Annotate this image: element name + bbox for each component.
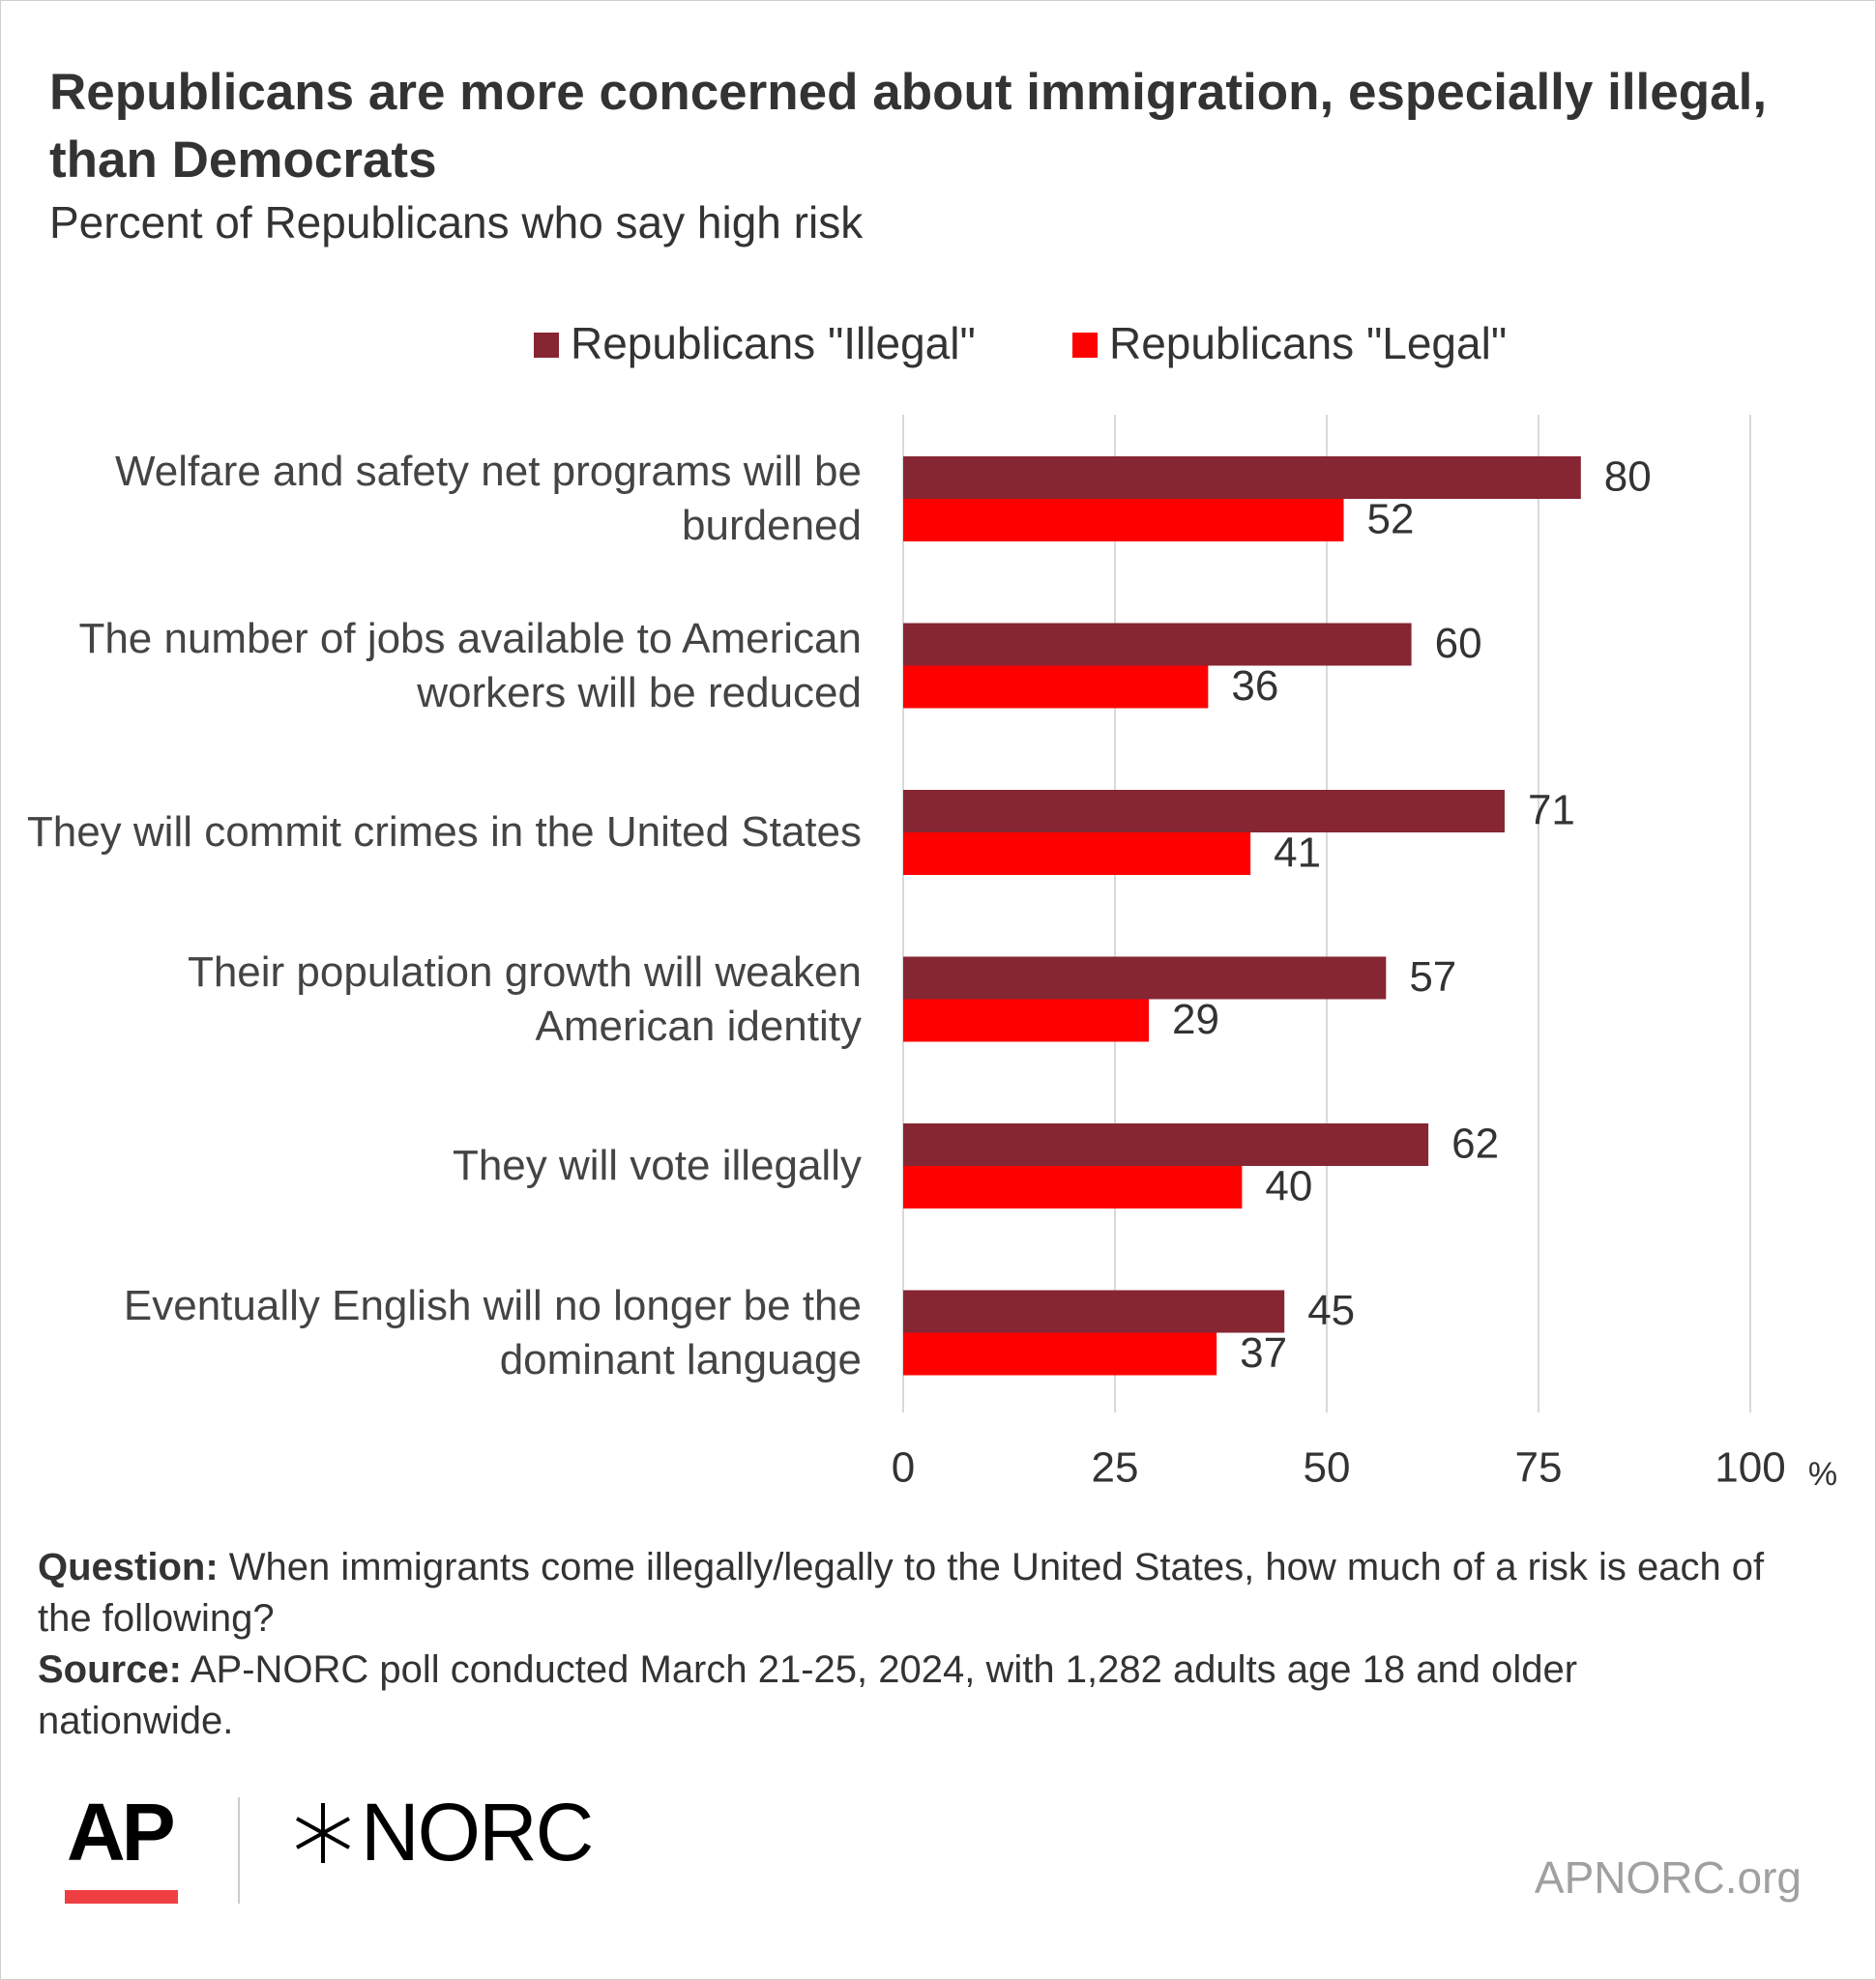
bar [903,1123,1429,1166]
value-label: 29 [1172,996,1219,1043]
legend-swatch [1072,333,1098,358]
bar [903,956,1387,1000]
bar [903,499,1344,541]
category-label: Their population growth will weaken Amer… [187,947,862,1050]
website: APNORC.org [1534,1852,1802,1903]
chart-subtitle: Percent of Republicans who say high risk [49,197,864,248]
category-label: The number of jobs available to American… [78,614,862,716]
value-label: 41 [1274,830,1321,877]
x-tick-label: 0 [892,1444,915,1492]
bar [903,665,1209,709]
source-text: AP-NORC poll conducted March 21-25, 2024… [38,1648,1578,1742]
x-unit-label: % [1808,1456,1837,1493]
value-label: 60 [1435,620,1482,667]
value-label: 45 [1307,1287,1355,1334]
bar [903,1290,1285,1333]
bar [903,456,1581,499]
value-label: 40 [1265,1163,1312,1210]
chart-title: Republicans are more concerned about imm… [49,64,1768,189]
category-label: Eventually English will no longer be the… [123,1281,862,1383]
ap-logo: AP [67,1787,176,1878]
legend-swatch [534,333,559,358]
ap-logo-bar [65,1890,178,1904]
category-label: Welfare and safety net programs will be … [115,448,862,549]
bar [903,790,1505,832]
legend-label: Republicans "Legal" [1109,318,1507,368]
value-label: 57 [1409,953,1456,1001]
footnote-source: Source: AP-NORC poll conducted March 21-… [38,1645,1778,1747]
legend-label: Republicans "Illegal" [571,318,976,368]
source-label: Source: [38,1648,182,1691]
x-tick-label: 50 [1304,1444,1351,1492]
x-tick-label: 25 [1092,1444,1139,1492]
bar [903,1166,1243,1208]
value-label: 71 [1528,787,1575,834]
norc-logo: NORC [361,1787,594,1878]
bar [903,1332,1217,1376]
value-label: 36 [1231,662,1278,710]
value-label: 80 [1604,453,1652,501]
category-label: They will vote illegally [452,1142,862,1189]
value-label: 52 [1367,496,1415,543]
question-label: Question: [38,1546,219,1588]
footnote-question: Question: When immigrants come illegally… [38,1542,1778,1645]
value-label: 62 [1451,1121,1499,1168]
question-text: When immigrants come illegally/legally t… [38,1546,1765,1640]
value-label: 37 [1240,1329,1287,1377]
logo-divider [238,1797,240,1904]
bar [903,832,1251,875]
category-label: They will commit crimes in the United St… [26,808,862,856]
bar [903,999,1150,1042]
x-tick-label: 100 [1715,1444,1785,1492]
bar [903,623,1412,666]
x-tick-label: 75 [1515,1444,1563,1492]
norc-star [296,1803,350,1863]
